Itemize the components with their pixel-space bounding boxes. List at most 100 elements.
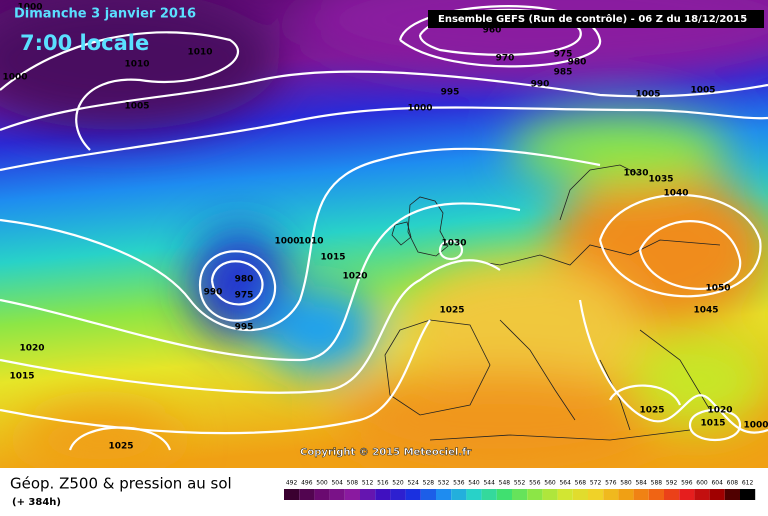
- date-label: Dimanche 3 janvier 2016: [14, 7, 196, 22]
- isobar-label: 960: [483, 26, 502, 36]
- colorbar-swatch: [694, 489, 710, 500]
- isobar-label: 980: [568, 58, 587, 68]
- colorbar-swatch: [436, 489, 452, 500]
- colorbar-swatch: [724, 489, 740, 500]
- colorbar-label: 568: [575, 480, 587, 487]
- isobar-label: 1025: [108, 442, 133, 452]
- copyright: Copyright © 2015 Meteociel.fr: [300, 447, 471, 458]
- colorbar-swatch: [588, 489, 604, 500]
- colorbar-label: 584: [635, 480, 647, 487]
- colorbar: 492 496 500 504 508 512 516 520 524 528 532 536 540 5…: [284, 480, 756, 500]
- colorbar-swatch: [740, 489, 756, 500]
- time-label: 7:00 locale: [20, 31, 149, 55]
- colorbar-label: 528: [423, 480, 435, 487]
- colorbar-label: 560: [544, 480, 556, 487]
- isobar-label: 995: [441, 88, 460, 98]
- colorbar-label: 504: [331, 480, 343, 487]
- isobar-label: 1015: [700, 419, 725, 429]
- colorbar-label: 524: [407, 480, 419, 487]
- isobar-label: 1010: [187, 48, 212, 58]
- colorbar-label: 588: [651, 480, 663, 487]
- isobar-label: 1000: [2, 73, 27, 83]
- colorbar-label: 532: [438, 480, 450, 487]
- colorbar-swatch: [299, 489, 315, 500]
- colorbar-swatch: [512, 489, 528, 500]
- colorbar-label: 608: [727, 480, 739, 487]
- colorbar-swatch: [648, 489, 664, 500]
- colorbar-label: 596: [681, 480, 693, 487]
- colorbar-label: 580: [620, 480, 632, 487]
- colorbar-label: 508: [347, 480, 359, 487]
- isobar-label: 1045: [693, 306, 718, 316]
- isobar-label: 1015: [320, 253, 345, 263]
- isobar-label: 970: [496, 54, 515, 64]
- isobar-label: 1030: [623, 169, 648, 179]
- colorbar-swatch: [329, 489, 345, 500]
- colorbar-swatch: [375, 489, 391, 500]
- colorbar-label: 548: [499, 480, 511, 487]
- isobar-label: 985: [554, 68, 573, 78]
- isobar-label: 1020: [342, 272, 367, 282]
- colorbar-label: 612: [742, 480, 754, 487]
- isobar-label: 1000: [743, 421, 768, 431]
- colorbar-swatch: [557, 489, 573, 500]
- colorbar-label: 592: [666, 480, 678, 487]
- colorbar-label: 600: [696, 480, 708, 487]
- colorbar-swatch: [390, 489, 406, 500]
- colorbar-swatch: [314, 489, 330, 500]
- isobar-label: 1040: [663, 189, 688, 199]
- isobar-label: 990: [204, 288, 223, 298]
- footer-title: Géop. Z500 & pression au sol: [10, 475, 232, 493]
- isobar-label: 1000: [274, 237, 299, 247]
- isobar-label: 1005: [690, 86, 715, 96]
- isobar-label: 1020: [19, 344, 44, 354]
- isobar-label: 1025: [639, 406, 664, 416]
- colorbar-label: 564: [559, 480, 571, 487]
- isobar-label: 1015: [9, 372, 34, 382]
- isobar-label: 1005: [124, 102, 149, 112]
- colorbar-label: 496: [301, 480, 313, 487]
- colorbar-swatch: [633, 489, 649, 500]
- model-box: [428, 10, 764, 28]
- colorbar-swatch: [709, 489, 725, 500]
- colorbar-swatch: [360, 489, 376, 500]
- colorbar-swatch: [284, 489, 300, 500]
- isobar-label: 1025: [439, 306, 464, 316]
- colorbar-label: 544: [483, 480, 495, 487]
- footer-lead: (+ 384h): [12, 497, 61, 508]
- isobar-label: 1005: [635, 90, 660, 100]
- isobar-label: 975: [554, 50, 573, 60]
- colorbar-swatch: [344, 489, 360, 500]
- colorbar-label: 604: [711, 480, 723, 487]
- colorbar-swatch: [405, 489, 421, 500]
- isobar-label: 980: [235, 275, 254, 285]
- colorbar-label: 540: [468, 480, 480, 487]
- colorbar-swatch: [664, 489, 680, 500]
- colorbar-label: 572: [590, 480, 602, 487]
- colorbar-swatch: [527, 489, 543, 500]
- isobar-label: 1030: [441, 239, 466, 249]
- colorbar-swatch: [618, 489, 634, 500]
- model-label: Ensemble GEFS (Run de contrôle) - 06 Z d…: [438, 13, 747, 25]
- isobar-label: 995: [235, 323, 254, 333]
- field: [0, 0, 768, 475]
- isobar-label: 975: [235, 291, 254, 301]
- colorbar-swatch: [496, 489, 512, 500]
- isobar-label: 1000: [407, 104, 432, 114]
- colorbar-label: 500: [316, 480, 328, 487]
- colorbar-label: 512: [362, 480, 374, 487]
- colorbar-swatch: [542, 489, 558, 500]
- isobar-label: 1000: [17, 3, 42, 13]
- isobar-label: 990: [531, 80, 550, 90]
- isobar-label: 1035: [648, 175, 673, 185]
- colorbar-swatch: [420, 489, 436, 500]
- colorbar-swatch: [466, 489, 482, 500]
- isobar-label: 1010: [124, 60, 149, 70]
- colorbar-swatch: [603, 489, 619, 500]
- colorbar-label: 520: [392, 480, 404, 487]
- colorbar-swatch: [679, 489, 695, 500]
- colorbar-label: 536: [453, 480, 465, 487]
- colorbar-swatch: [451, 489, 467, 500]
